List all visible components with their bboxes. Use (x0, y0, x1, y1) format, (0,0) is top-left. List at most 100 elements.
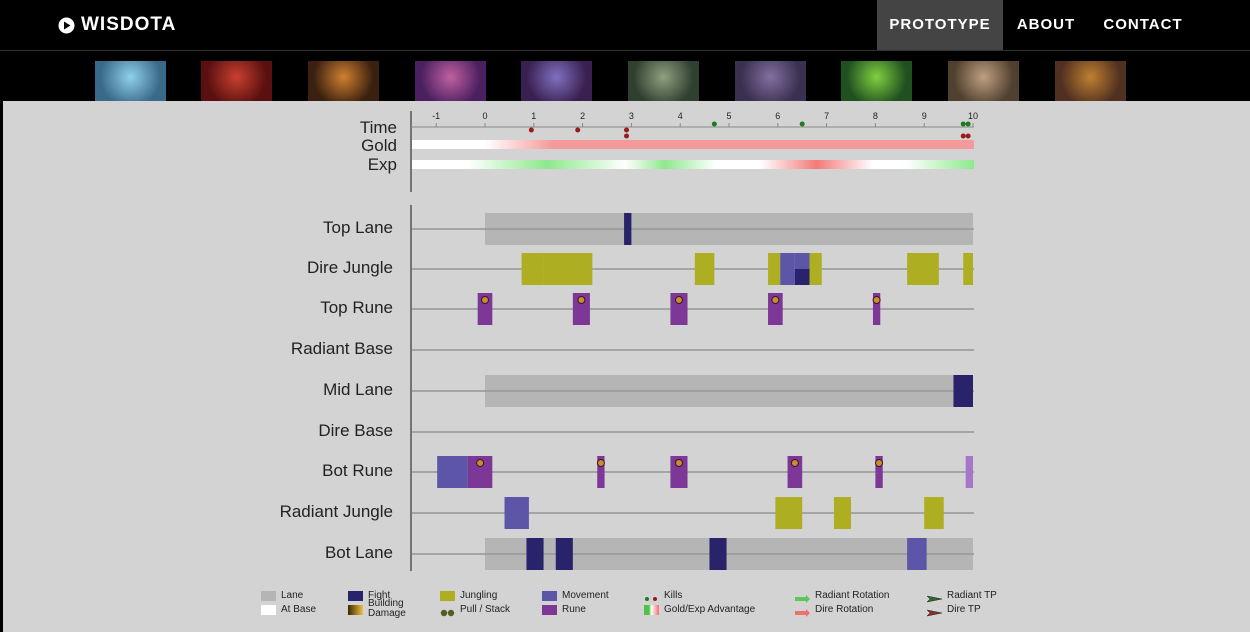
rune-event (597, 456, 605, 488)
time-tick-label: 8 (873, 111, 878, 121)
rune-icon (875, 459, 884, 467)
row-label: Bot Lane (324, 543, 393, 562)
fight-event (526, 538, 544, 570)
rune-icon (481, 296, 489, 304)
nav-contact[interactable]: CONTACT (1103, 16, 1183, 33)
legend-swatch-building (348, 605, 363, 615)
tp-arrow-icon (926, 609, 943, 617)
legend-swatch-lane (261, 591, 276, 601)
timeline-panel: Time Gold Exp -1 0 1 2 3 4 5 6 7 8 9 10 Top Lane Dir… (3, 101, 1250, 632)
legend-swatch-fight (348, 591, 363, 601)
kills-icon (645, 597, 657, 601)
hero-portrait-dazzle[interactable] (415, 61, 486, 101)
legend-label-advantage: Gold/Exp Advantage (664, 604, 756, 615)
row-label: Bot Rune (322, 461, 393, 480)
legend-label-jungle: Jungling (460, 590, 498, 601)
row-label: Top Lane (323, 218, 393, 237)
legend-swatch-pull (440, 605, 455, 623)
fight-event (624, 213, 632, 245)
time-tick-label: 2 (580, 111, 585, 121)
time-tick-label: 10 (968, 111, 978, 121)
hero-portrait-venomancer[interactable] (841, 61, 912, 101)
legend-swatch-jungle (440, 591, 455, 601)
hero-portrait-tusk[interactable] (948, 61, 1019, 101)
time-tick-label: -1 (432, 111, 440, 121)
legend-label-base: At Base (281, 604, 317, 615)
jungle-event (907, 253, 939, 285)
legend-label-radiant-rotation: Radiant Rotation (815, 590, 890, 601)
pull-stack-icon (440, 609, 455, 617)
legend-label-dire-rotation: Dire Rotation (815, 604, 874, 615)
jungle-event (543, 253, 566, 285)
jungle-event (775, 497, 803, 529)
tp-arrow-icon (926, 595, 943, 603)
row-label: Radiant Base (290, 339, 393, 358)
fight-event (555, 538, 573, 570)
rune-event (670, 293, 688, 325)
legend-swatch-base (261, 605, 276, 615)
hero-portrait-ancient-apparition[interactable] (95, 61, 166, 101)
time-tick-label: 1 (531, 111, 536, 121)
kill-marker (965, 121, 971, 127)
legend-swatch-dire-rotation (795, 605, 810, 623)
exp-label: Exp (367, 155, 397, 174)
rune-icon (790, 459, 799, 467)
exp-advantage-bar (412, 160, 974, 169)
hero-portrait-pugna[interactable] (628, 61, 699, 101)
kill-marker (965, 133, 971, 139)
rune-icon (674, 459, 683, 467)
legend-label-pull: Pull / Stack (460, 604, 511, 615)
rune-event (572, 293, 590, 325)
hero-portrait-anti-mage[interactable] (308, 61, 379, 101)
row-label: Top Rune (320, 298, 393, 317)
kill-marker (624, 127, 630, 133)
hero-portrait-strip (0, 51, 1250, 101)
time-tick-label: 5 (726, 111, 731, 121)
rune-icon (771, 296, 780, 304)
rotation-arrow-icon (795, 609, 810, 617)
kill-marker (711, 121, 717, 127)
movement-event (794, 253, 810, 269)
rune-event (670, 456, 688, 488)
time-tick-label: 4 (678, 111, 683, 121)
legend-label-radiant-tp: Radiant TP (947, 590, 997, 601)
hero-portrait-queen-of-pain[interactable] (201, 61, 272, 101)
jungle-event (809, 253, 822, 285)
jungle-event (833, 497, 851, 529)
logo-text: WISDOTA (81, 14, 177, 35)
legend-label-kills: Kills (664, 590, 683, 601)
legend-label-building: Building Damage (368, 598, 406, 619)
legend-swatch-dire-tp (926, 605, 943, 623)
movement-event (504, 497, 529, 529)
row-label: Radiant Jungle (279, 502, 393, 521)
legend-label-dire-tp: Dire TP (947, 604, 981, 615)
gold-advantage-bar (412, 140, 974, 149)
time-tick-label: 3 (629, 111, 634, 121)
time-tick-label: 6 (775, 111, 780, 121)
legend-label-rune: Rune (562, 604, 586, 615)
hero-portrait-night-stalker[interactable] (735, 61, 806, 101)
fight-event (794, 269, 810, 285)
nav-about[interactable]: ABOUT (1016, 16, 1076, 33)
kill-marker (624, 133, 630, 139)
logo[interactable]: WISDOTA (58, 13, 176, 37)
fight-event (709, 538, 727, 570)
rune-icon (476, 459, 485, 467)
top-navbar: WISDOTA PROTOTYPE ABOUT CONTACT (0, 0, 1250, 51)
hero-portrait-faceless-void[interactable] (521, 61, 592, 101)
legend-swatch-advantage (644, 605, 659, 615)
nav-prototype[interactable]: PROTOTYPE (877, 0, 1003, 50)
rune-icon (674, 296, 683, 304)
legend-label-lane: Lane (281, 590, 304, 601)
movement-event (437, 456, 468, 488)
rune-icon (577, 296, 586, 304)
time-tick-label: 9 (922, 111, 927, 121)
jungle-event (565, 253, 593, 285)
time-tick-label: 0 (482, 111, 487, 121)
gold-label: Gold (361, 136, 397, 155)
jungle-event (963, 253, 973, 285)
hero-portrait-alchemist[interactable] (1055, 61, 1126, 101)
kill-marker (960, 121, 966, 127)
kill-marker (575, 127, 581, 133)
rune-icon (872, 296, 881, 304)
